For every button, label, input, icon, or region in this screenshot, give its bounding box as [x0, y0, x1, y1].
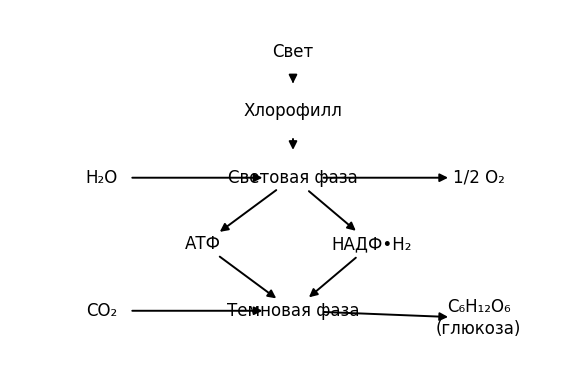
- Text: НАДФ•Н₂: НАДФ•Н₂: [332, 235, 412, 253]
- Text: Свет: Свет: [272, 43, 314, 61]
- Text: С₆Н₁₂О₆
(глюкоза): С₆Н₁₂О₆ (глюкоза): [436, 298, 522, 338]
- Text: 1/2 О₂: 1/2 О₂: [453, 169, 505, 187]
- Text: Н₂О: Н₂О: [86, 169, 118, 187]
- Text: СО₂: СО₂: [86, 302, 117, 320]
- Text: АТФ: АТФ: [185, 235, 221, 253]
- Text: Световая фаза: Световая фаза: [228, 169, 358, 187]
- Text: Хлорофилл: Хлорофилл: [244, 102, 342, 120]
- Text: Темновая фаза: Темновая фаза: [227, 302, 359, 320]
